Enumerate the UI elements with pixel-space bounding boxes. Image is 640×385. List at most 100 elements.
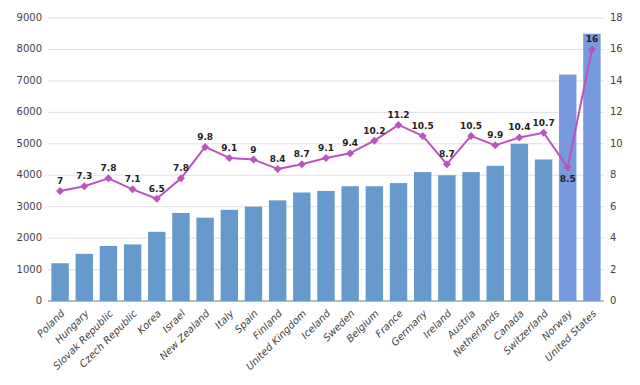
marker <box>491 141 499 149</box>
y-tick-label: 6000 <box>17 106 42 117</box>
bar <box>148 232 165 301</box>
y2-tick-label: 18 <box>610 12 623 23</box>
bar <box>196 218 213 301</box>
data-label: 8.4 <box>270 154 286 164</box>
bar <box>535 160 552 302</box>
data-label: 7 <box>57 176 63 186</box>
marker <box>298 160 306 168</box>
marker <box>443 160 451 168</box>
y-tick-label: 4000 <box>17 169 42 180</box>
bar <box>293 193 310 301</box>
marker <box>56 187 64 195</box>
x-tick-label: United Kingdom <box>244 308 309 373</box>
marker <box>395 121 403 129</box>
x-tick-label: New Zealand <box>157 307 212 362</box>
marker <box>588 45 596 53</box>
y2-tick-label: 2 <box>610 264 616 275</box>
y-tick-label: 8000 <box>17 43 42 54</box>
bar <box>414 172 431 301</box>
data-label: 8.7 <box>439 149 455 159</box>
data-label: 9.9 <box>487 130 503 140</box>
marker <box>201 143 209 151</box>
marker <box>153 195 161 203</box>
grid-line <box>48 18 604 19</box>
bar <box>76 254 93 301</box>
marker <box>274 165 282 173</box>
marker <box>515 133 523 141</box>
y-tick-label: 1000 <box>17 264 42 275</box>
x-tick-label: Korea <box>135 308 163 336</box>
data-label: 8.7 <box>294 149 310 159</box>
bar <box>487 166 504 301</box>
data-label: 7.8 <box>173 163 189 173</box>
bar <box>511 144 528 301</box>
data-label: 9.1 <box>318 143 334 153</box>
x-tick-label: United States <box>543 308 599 364</box>
marker <box>564 163 572 171</box>
bar <box>438 175 455 301</box>
x-tick-label: Belgium <box>344 308 381 345</box>
data-label: 7.3 <box>76 171 92 181</box>
marker <box>346 149 354 157</box>
marker <box>129 185 137 193</box>
y2-tick-label: 4 <box>610 232 616 243</box>
data-label: 10.5 <box>412 121 434 131</box>
data-label: 9.4 <box>342 138 358 148</box>
bar <box>269 200 286 301</box>
marker <box>540 129 548 137</box>
data-label: 7.1 <box>125 174 141 184</box>
data-label: 10.4 <box>508 122 530 132</box>
bar <box>559 75 576 301</box>
bar <box>172 213 189 301</box>
bar <box>462 172 479 301</box>
y2-tick-label: 12 <box>610 106 623 117</box>
marker <box>249 156 257 164</box>
data-label: 10.7 <box>532 118 554 128</box>
marker <box>467 132 475 140</box>
marker <box>80 182 88 190</box>
bar <box>245 207 262 301</box>
data-labels: 77.37.87.16.57.89.89.198.48.79.19.410.21… <box>57 34 598 193</box>
bar <box>317 191 334 301</box>
data-label: 10.2 <box>363 126 385 136</box>
marker <box>225 154 233 162</box>
marker <box>104 174 112 182</box>
y2-tick-label: 6 <box>610 201 616 212</box>
y-tick-label: 5000 <box>17 138 42 149</box>
y2-tick-label: 10 <box>610 138 623 149</box>
data-label: 6.5 <box>149 184 165 194</box>
marker <box>419 132 427 140</box>
chart: 0 1000 2000 3000 4000 5000 6000 7000 8000 9000 0 2 4… <box>0 0 640 385</box>
grid-line <box>48 112 604 113</box>
bar <box>341 186 358 301</box>
x-tick-label: Germany <box>389 307 430 348</box>
data-label: 7.8 <box>100 163 116 173</box>
line <box>60 49 592 198</box>
plot-area <box>51 34 600 301</box>
bar <box>51 263 68 301</box>
marker <box>177 174 185 182</box>
bar <box>390 183 407 301</box>
y-tick-label: 2000 <box>17 232 42 243</box>
bar <box>583 34 600 301</box>
bar <box>124 244 141 301</box>
bar <box>221 210 238 301</box>
data-label: 9.8 <box>197 132 213 142</box>
data-label: 10.5 <box>460 121 482 131</box>
data-label: 8.5 <box>560 174 576 184</box>
marker <box>370 137 378 145</box>
data-label: 9.1 <box>221 143 237 153</box>
data-label: 11.2 <box>387 110 409 120</box>
y-tick-label: 9000 <box>17 12 42 23</box>
x-tick-label: Czech Republic <box>77 307 139 369</box>
bar <box>366 186 383 301</box>
y2-tick-label: 16 <box>610 43 623 54</box>
y2-tick-label: 14 <box>610 75 623 86</box>
y-tick-label: 7000 <box>17 75 42 86</box>
grid-line <box>48 49 604 50</box>
y2-tick-label: 0 <box>610 295 616 306</box>
marker <box>322 154 330 162</box>
y-tick-label: 3000 <box>17 201 42 212</box>
y-tick-label: 0 <box>36 295 42 306</box>
bar <box>100 246 117 301</box>
